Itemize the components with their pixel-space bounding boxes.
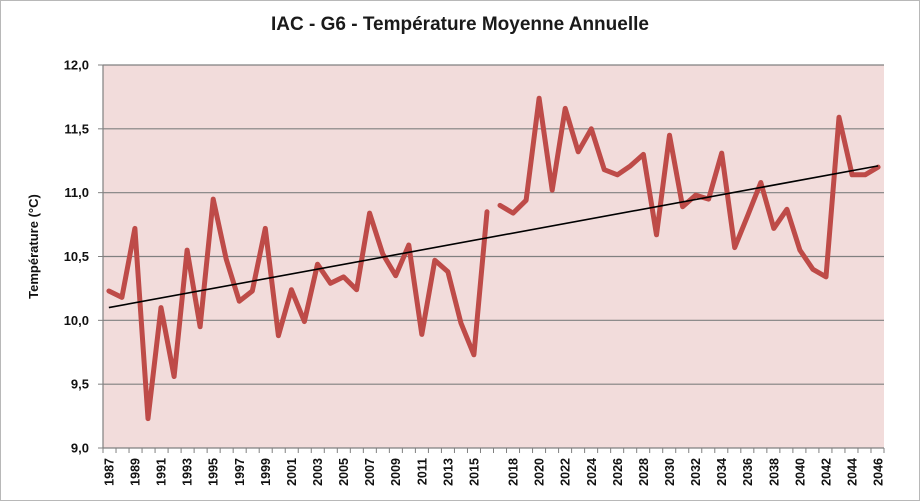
y-axis-label: Température (°C) [26,194,41,299]
y-axis-ticks: 9,0 9,5 10,0 10,5 11,0 11,5 12,0 [64,58,103,456]
x-tick-label: 2007 [363,458,377,486]
x-tick-label: 2032 [689,458,703,486]
x-tick-label: 2034 [715,458,729,486]
x-tick-label: 1989 [128,458,142,486]
x-tick-label: 1987 [102,458,116,486]
x-tick-label: 2026 [611,458,625,486]
x-tick-label: 1999 [259,458,273,486]
x-tick-label: 2046 [872,458,886,486]
chart-title: IAC - G6 - Température Moyenne Annuelle [271,14,649,35]
x-tick-label: 2013 [441,458,455,486]
y-tick-label: 11,0 [64,185,89,200]
x-tick-label: 1995 [207,458,221,486]
y-tick-label: 12,0 [64,58,89,73]
x-tick-label: 2009 [389,458,403,486]
x-tick-label: 2015 [467,458,481,486]
x-tick-label: 2011 [415,458,429,485]
x-tick-label: 2024 [585,458,599,486]
x-axis-ticks: 1987 1989 1991 1993 1995 1997 1999 2001 2003 2005… [102,448,886,486]
x-tick-label: 2001 [285,458,299,486]
x-tick-label: 2040 [793,458,807,486]
x-tick-label: 2036 [741,458,755,486]
x-tick-label: 2038 [767,458,781,486]
series-segment [106,196,490,422]
y-tick-label: 10,5 [64,249,89,264]
x-tick-label: 2030 [663,458,677,486]
x-tick-label: 2022 [559,458,573,486]
x-tick-label: 2003 [311,458,325,486]
y-tick-label: 10,0 [64,313,89,328]
x-tick-label: 1993 [181,458,195,486]
trendline [108,165,879,309]
y-tick-label: 11,5 [64,121,89,136]
x-tick-label: 1997 [233,458,247,486]
y-tick-label: 9,0 [71,441,89,456]
x-tick-label: 2042 [819,458,833,486]
x-tick-label: 2028 [637,458,651,486]
x-tick-label: 2018 [507,458,521,486]
x-tick-label: 2005 [337,458,351,486]
y-tick-label: 9,5 [71,377,89,392]
x-tick-label: 2020 [533,458,547,486]
x-tick-label: 2044 [846,458,860,486]
trendline-path [108,165,879,309]
x-tick-label: 1991 [155,458,169,486]
